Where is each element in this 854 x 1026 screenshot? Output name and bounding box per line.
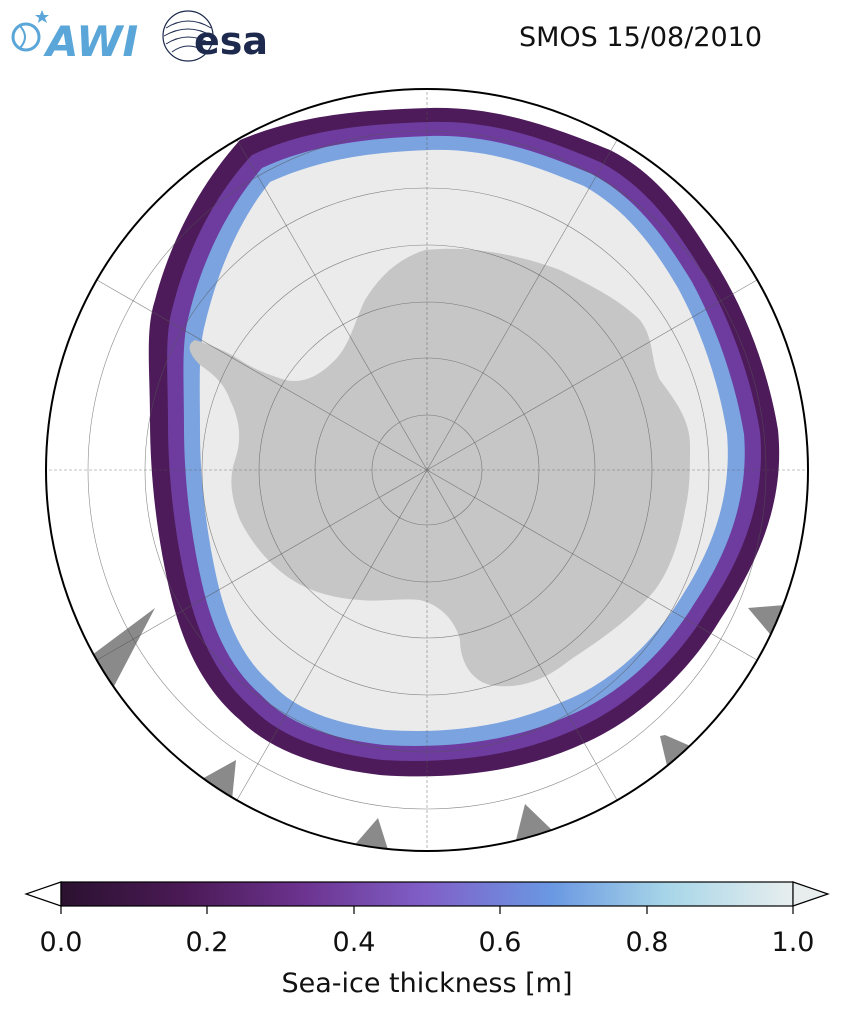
latitude-circle xyxy=(87,130,767,810)
colorbar-gradient xyxy=(60,881,794,907)
data-gap-wedge xyxy=(516,804,552,840)
meridian-line xyxy=(426,469,758,661)
meridian-line xyxy=(236,469,428,801)
colorbar-tick-label: 0.0 xyxy=(40,927,83,958)
sea-ice-map xyxy=(45,88,809,852)
colorbar: 0.0 0.2 0.4 0.6 0.8 1.0 Sea-ice thicknes… xyxy=(24,881,830,999)
colorbar-tick-label: 0.2 xyxy=(186,927,229,958)
colorbar-extend-high xyxy=(792,881,830,907)
colorbar-label: Sea-ice thickness [m] xyxy=(281,968,572,999)
meridian-line xyxy=(96,469,428,661)
data-gap-wedge xyxy=(92,608,155,690)
map-boundary xyxy=(45,88,809,852)
meridian-line xyxy=(426,139,618,471)
data-gap-wedge xyxy=(200,760,236,800)
colorbar-tick-label: 1.0 xyxy=(772,927,815,958)
logos: AWI esa xyxy=(11,10,268,66)
meridian-line xyxy=(236,139,428,471)
esa-logo: esa xyxy=(162,10,268,63)
meridian-line xyxy=(426,279,758,471)
colorbar-tick-label: 0.4 xyxy=(333,927,376,958)
colorbar-ticks xyxy=(60,906,794,914)
esa-logo-text: esa xyxy=(194,19,268,63)
meridian-line xyxy=(426,469,618,801)
meridian-line xyxy=(96,279,428,471)
colorbar-extend-low xyxy=(24,881,62,907)
awi-logo: AWI xyxy=(11,10,138,66)
data-gap-wedge xyxy=(660,735,695,770)
awi-logo-text: AWI xyxy=(43,17,138,66)
meridian-grid xyxy=(46,89,808,851)
colorbar-tick-label: 0.8 xyxy=(626,927,669,958)
map-title: SMOS 15/08/2010 xyxy=(519,22,763,53)
colorbar-tick-label: 0.6 xyxy=(479,927,522,958)
antarctica-landmass xyxy=(189,248,691,687)
